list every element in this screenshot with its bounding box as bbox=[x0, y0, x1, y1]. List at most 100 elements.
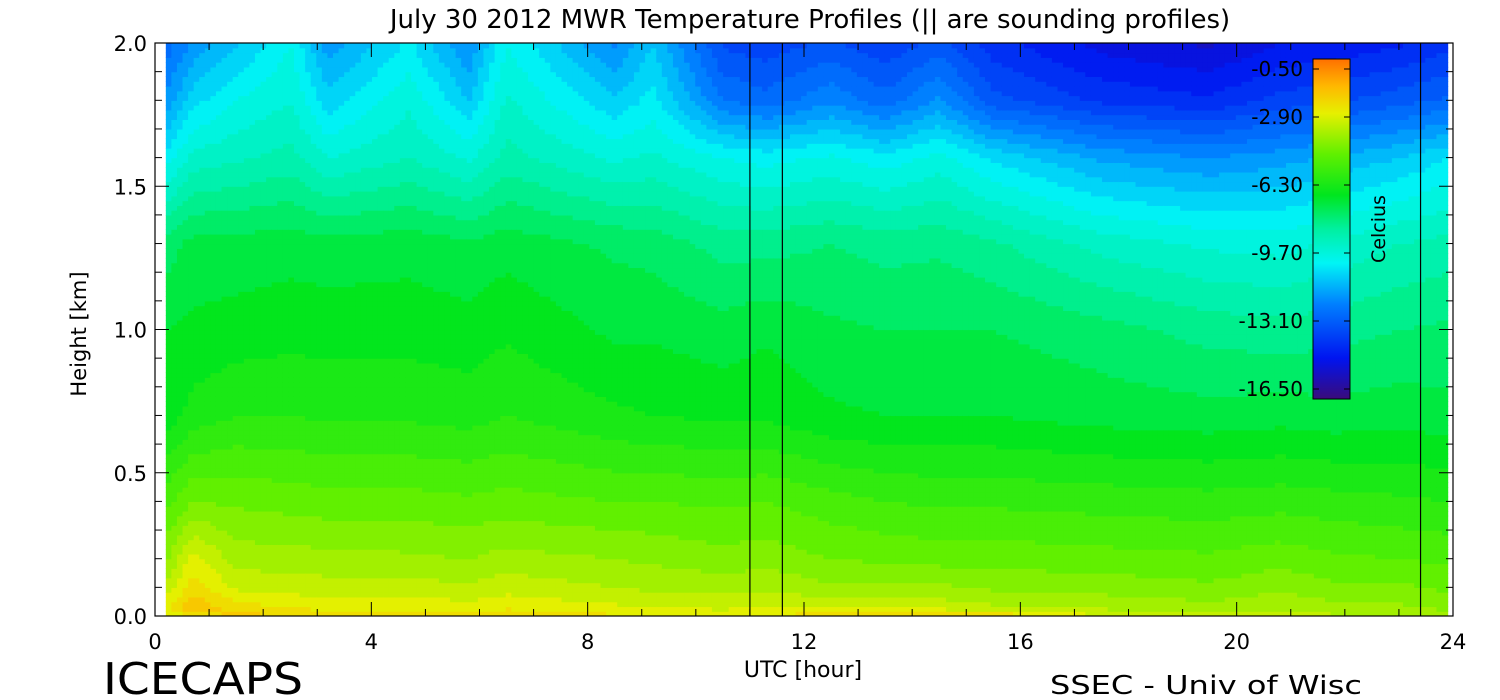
heatmap-cell bbox=[188, 153, 194, 158]
heatmap-cell bbox=[277, 363, 283, 368]
heatmap-cell bbox=[361, 382, 367, 387]
heatmap-cell bbox=[283, 86, 289, 91]
heatmap-cell bbox=[294, 468, 300, 473]
heatmap-cell bbox=[333, 382, 339, 387]
heatmap-cell bbox=[277, 506, 283, 511]
heatmap-cell bbox=[316, 67, 322, 72]
heatmap-cell bbox=[288, 501, 294, 506]
heatmap-cell bbox=[238, 153, 244, 158]
heatmap-cell bbox=[316, 530, 322, 535]
heatmap-cell bbox=[244, 72, 250, 77]
heatmap-cell bbox=[171, 253, 177, 258]
heatmap-cell bbox=[372, 449, 378, 454]
heatmap-cell bbox=[322, 478, 328, 483]
heatmap-cell bbox=[316, 234, 322, 239]
heatmap-cell bbox=[322, 487, 328, 492]
heatmap-cell bbox=[372, 229, 378, 234]
heatmap-cell bbox=[277, 325, 283, 330]
heatmap-cell bbox=[216, 435, 222, 440]
heatmap-cell bbox=[383, 224, 389, 229]
heatmap-cell bbox=[300, 81, 306, 86]
heatmap-cell bbox=[233, 435, 239, 440]
heatmap-cell bbox=[322, 148, 328, 153]
heatmap-cell bbox=[277, 492, 283, 497]
heatmap-cell bbox=[227, 248, 233, 253]
heatmap-cell bbox=[355, 606, 361, 611]
heatmap-cell bbox=[166, 501, 172, 506]
heatmap-cell bbox=[294, 282, 300, 287]
heatmap-cell bbox=[171, 377, 177, 382]
heatmap-cell bbox=[333, 191, 339, 196]
heatmap-cell bbox=[216, 401, 222, 406]
heatmap-cell bbox=[294, 253, 300, 258]
heatmap-cell bbox=[394, 382, 400, 387]
heatmap-cell bbox=[222, 492, 228, 497]
heatmap-cell bbox=[305, 420, 311, 425]
heatmap-cell bbox=[177, 606, 183, 611]
heatmap-cell bbox=[272, 535, 278, 540]
heatmap-cell bbox=[277, 396, 283, 401]
heatmap-cell bbox=[238, 353, 244, 358]
heatmap-cell bbox=[183, 224, 189, 229]
heatmap-cell bbox=[266, 76, 272, 81]
heatmap-cell bbox=[311, 482, 317, 487]
heatmap-cell bbox=[389, 339, 395, 344]
heatmap-cell bbox=[210, 430, 216, 435]
heatmap-cell bbox=[166, 549, 172, 554]
heatmap-cell bbox=[383, 110, 389, 115]
heatmap-cell bbox=[249, 392, 255, 397]
heatmap-cell bbox=[305, 263, 311, 268]
heatmap-cell bbox=[255, 334, 261, 339]
heatmap-cell bbox=[199, 167, 205, 172]
heatmap-cell bbox=[294, 134, 300, 139]
heatmap-cell bbox=[199, 573, 205, 578]
heatmap-cell bbox=[283, 330, 289, 335]
heatmap-cell bbox=[194, 220, 200, 225]
heatmap-cell bbox=[277, 53, 283, 58]
heatmap-cell bbox=[249, 372, 255, 377]
heatmap-cell bbox=[261, 244, 267, 249]
heatmap-cell bbox=[205, 296, 211, 301]
heatmap-cell bbox=[300, 172, 306, 177]
heatmap-cell bbox=[378, 482, 384, 487]
heatmap-cell bbox=[288, 139, 294, 144]
heatmap-cell bbox=[277, 253, 283, 258]
heatmap-cell bbox=[283, 458, 289, 463]
heatmap-cell bbox=[210, 115, 216, 120]
heatmap-cell bbox=[233, 205, 239, 210]
heatmap-cell bbox=[300, 239, 306, 244]
heatmap-cell bbox=[339, 86, 345, 91]
heatmap-cell bbox=[350, 263, 356, 268]
heatmap-cell bbox=[389, 191, 395, 196]
heatmap-cell bbox=[238, 339, 244, 344]
heatmap-cell bbox=[249, 583, 255, 588]
heatmap-cell bbox=[238, 602, 244, 607]
heatmap-cell bbox=[383, 201, 389, 206]
heatmap-cell bbox=[350, 435, 356, 440]
heatmap-cell bbox=[216, 291, 222, 296]
heatmap-cell bbox=[283, 139, 289, 144]
heatmap-cell bbox=[350, 181, 356, 186]
heatmap-cell bbox=[383, 573, 389, 578]
heatmap-cell bbox=[355, 559, 361, 564]
heatmap-cell bbox=[277, 544, 283, 549]
heatmap-cell bbox=[327, 220, 333, 225]
heatmap-cell bbox=[272, 559, 278, 564]
heatmap-cell bbox=[244, 602, 250, 607]
heatmap-cell bbox=[361, 444, 367, 449]
heatmap-cell bbox=[322, 406, 328, 411]
heatmap-cell bbox=[283, 420, 289, 425]
heatmap-cell bbox=[188, 554, 194, 559]
heatmap-cell bbox=[199, 430, 205, 435]
heatmap-cell bbox=[294, 420, 300, 425]
heatmap-cell bbox=[244, 110, 250, 115]
heatmap-cell bbox=[166, 597, 172, 602]
heatmap-cell bbox=[350, 372, 356, 377]
heatmap-cell bbox=[261, 272, 267, 277]
heatmap-cell bbox=[277, 263, 283, 268]
heatmap-cell bbox=[205, 372, 211, 377]
heatmap-cell bbox=[249, 258, 255, 263]
heatmap-cell bbox=[300, 105, 306, 110]
heatmap-cell bbox=[305, 139, 311, 144]
heatmap-cell bbox=[210, 96, 216, 101]
